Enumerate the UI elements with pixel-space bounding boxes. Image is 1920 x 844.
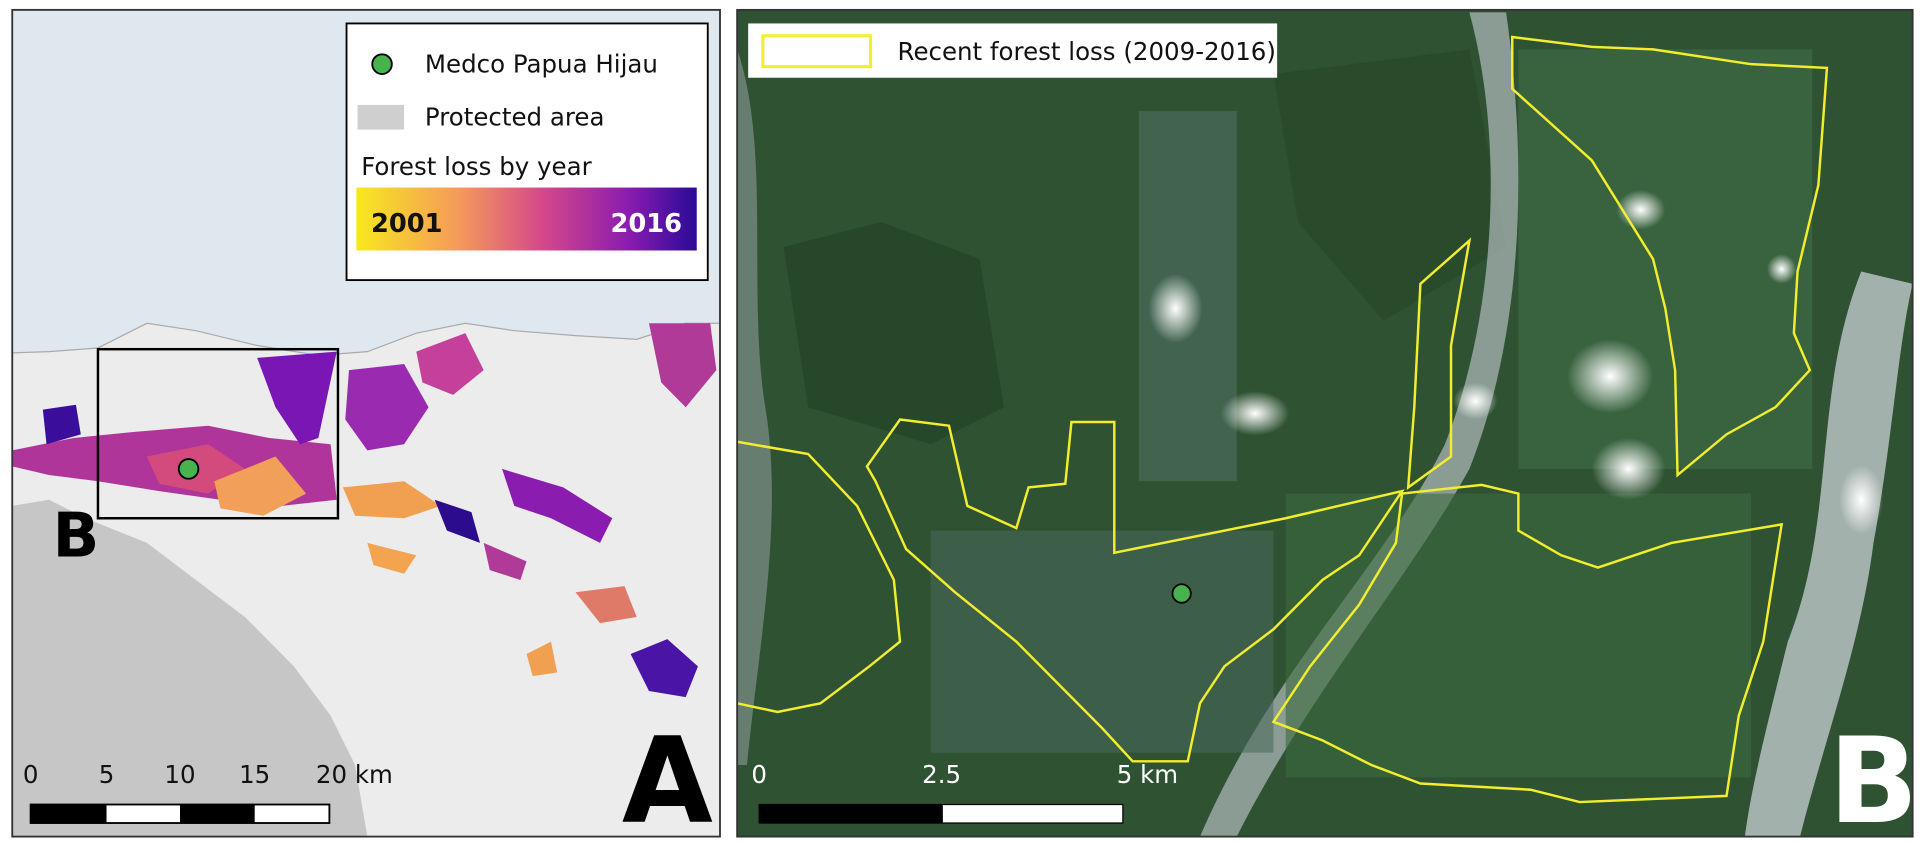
scale-label: 5 [99,760,115,789]
legend-loss-symbol [761,34,873,69]
loss-patch [367,542,417,574]
scale-bar: 0 5 10 15 20 km [23,760,393,824]
site-marker [177,458,200,480]
legend: Medco Papua Hijau Protected area Forest … [345,22,709,282]
cloud [1567,339,1654,414]
panel-frame [736,8,1914,838]
scale-label: 10 [164,760,195,789]
scale-segment [30,804,107,824]
loss-patch [416,333,484,395]
scale-label: 0 [23,760,39,789]
legend-gradient [356,187,697,251]
loss-patch [502,468,613,543]
cleared-area [1285,493,1752,778]
loss-outline [1511,35,1829,478]
protected-area [12,499,368,837]
scale-segment [180,804,255,824]
loss-patch [483,542,527,580]
cleared-area [1518,49,1813,469]
legend-loss: Recent forest loss (2009-2016) [898,37,1276,66]
gradient-start-label: 2001 [371,209,443,239]
loss-patch [342,481,441,519]
scale-segment [759,804,943,824]
loss-outline [736,440,902,714]
panel-frame [11,8,721,838]
cloud [1220,391,1290,436]
loss-patch [257,351,337,445]
inset-frame [96,347,340,520]
river [1200,12,1519,837]
loss-outline [1406,237,1472,490]
panel-b: Recent forest loss (2009-2016) 0 2.5 5 k… [736,8,1919,844]
loss-patch [630,639,698,698]
cleared-area [930,530,1274,753]
legend-protected-symbol [357,104,405,130]
scale-label: 5 km [1117,760,1178,789]
loss-outline [1271,483,1784,804]
cloud [1839,465,1884,535]
legend-gradient-title: Forest loss by year [361,152,592,181]
scale-bar: 0 2.5 5 km [751,760,1178,824]
loss-patch [575,586,637,624]
panel-label: B [1829,712,1919,844]
dense-forest [783,222,1005,445]
loss-patch [434,499,480,543]
legend: Recent forest loss (2009-2016) [748,23,1278,78]
cloud [1453,382,1498,420]
cloud [1591,438,1666,500]
legend-site: Medco Papua Hijau [425,49,658,78]
legend-box [748,23,1278,78]
inset-label: B [53,500,100,571]
loss-patch [526,641,558,677]
loss-patch [214,456,307,516]
river [737,49,772,766]
loss-patch [345,364,429,451]
panel-a: B Medco Papua Hijau Protected area Fores… [11,8,721,844]
loss-patch [42,404,81,445]
site-marker [1171,583,1192,604]
loss-outline [865,418,1405,763]
forest-loss-outlines [736,35,1829,804]
cloud [1148,273,1203,344]
forest-loss-patches [12,323,717,698]
loss-patch [648,323,717,408]
legend-protected: Protected area [425,102,605,131]
dense-forest [1273,49,1507,321]
scale-label: 15 [239,760,270,789]
scale-label: 2.5 [922,760,961,789]
river [1744,271,1913,837]
scale-label: 20 km [316,760,393,789]
gradient-end-label: 2016 [611,209,683,239]
panel-label: A [622,712,713,844]
legend-site-symbol [371,53,393,75]
scale-label: 0 [751,760,767,789]
cloud [1766,254,1797,284]
